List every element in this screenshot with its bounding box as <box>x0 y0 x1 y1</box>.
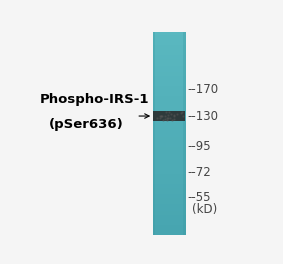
Text: --55: --55 <box>188 191 211 204</box>
Bar <box>153 32 155 235</box>
Bar <box>153 93 186 96</box>
Bar <box>153 49 186 52</box>
Bar <box>153 106 186 110</box>
Bar <box>153 194 186 198</box>
Bar <box>153 154 186 157</box>
Bar <box>153 228 186 232</box>
Bar <box>153 204 186 208</box>
Bar <box>153 72 186 76</box>
Bar <box>153 35 186 39</box>
Bar <box>153 144 186 147</box>
Bar <box>153 82 186 86</box>
Bar <box>153 221 186 225</box>
Bar <box>153 100 186 103</box>
Bar <box>153 191 186 194</box>
Bar <box>153 45 186 49</box>
Bar <box>183 32 186 235</box>
Bar <box>153 65 186 69</box>
Bar <box>153 177 186 181</box>
Bar <box>153 198 186 201</box>
Text: --170: --170 <box>188 83 219 96</box>
Bar <box>153 96 186 100</box>
Text: --130: --130 <box>188 110 219 122</box>
Bar <box>153 150 186 154</box>
Bar <box>153 86 186 89</box>
Bar <box>153 157 186 161</box>
Bar <box>153 174 186 177</box>
Text: --95: --95 <box>188 140 211 153</box>
Bar <box>153 137 186 140</box>
Bar <box>153 55 186 59</box>
Bar <box>153 126 186 130</box>
Text: Phospho-IRS-1: Phospho-IRS-1 <box>40 93 149 106</box>
Bar <box>153 89 186 93</box>
Bar <box>153 187 186 191</box>
Bar <box>153 161 186 164</box>
Bar <box>153 76 186 79</box>
Bar <box>153 167 186 171</box>
Bar <box>153 52 186 55</box>
Bar <box>153 110 186 113</box>
Bar <box>153 130 186 133</box>
Text: (kD): (kD) <box>192 203 217 216</box>
Bar <box>153 133 186 137</box>
Bar <box>153 32 186 35</box>
Bar <box>153 225 186 228</box>
Bar <box>153 215 186 218</box>
Bar <box>153 116 186 120</box>
Bar <box>153 69 186 72</box>
Bar <box>153 211 186 215</box>
Bar <box>153 164 186 167</box>
Bar <box>153 140 186 144</box>
Bar <box>153 201 186 204</box>
Bar <box>153 62 186 65</box>
Bar <box>153 123 186 126</box>
Bar <box>153 147 186 150</box>
Bar <box>153 208 186 211</box>
Bar <box>153 232 186 235</box>
Bar <box>153 42 186 45</box>
Bar <box>153 79 186 83</box>
Bar <box>153 103 186 106</box>
Bar <box>153 111 185 121</box>
Text: --72: --72 <box>188 167 212 180</box>
Bar <box>153 59 186 62</box>
Bar <box>153 113 186 116</box>
Bar <box>153 39 186 42</box>
Bar <box>153 181 186 184</box>
Bar <box>153 184 186 187</box>
Bar <box>153 171 186 174</box>
Bar <box>153 218 186 221</box>
Text: (pSer636): (pSer636) <box>49 118 123 131</box>
Bar <box>153 120 186 123</box>
